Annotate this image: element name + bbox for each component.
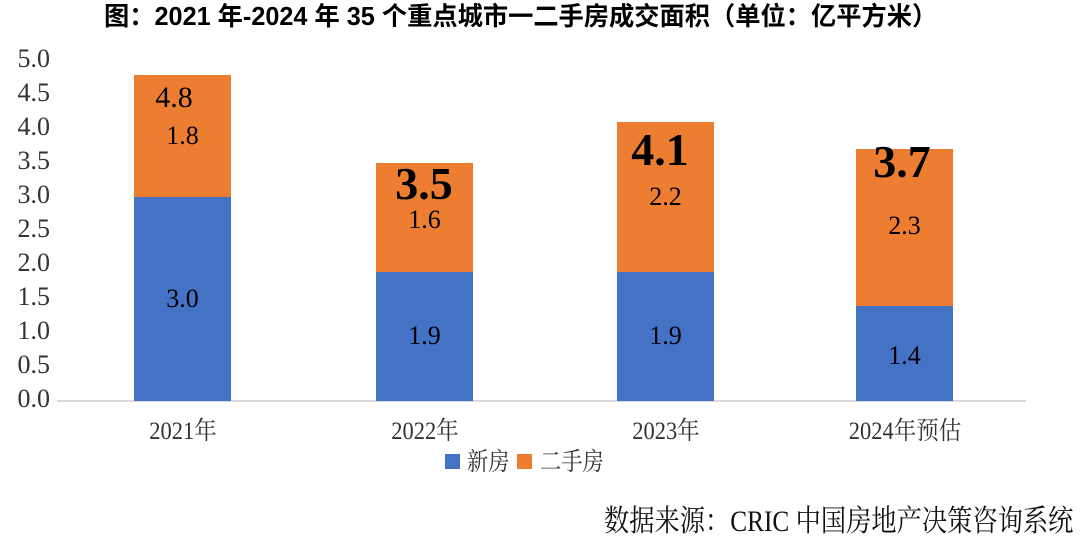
segment-value-label: 1.8 [166, 120, 199, 150]
segment-value-label: 1.6 [408, 205, 441, 235]
legend-swatch-icon [517, 454, 532, 469]
segment-value-label: 3.0 [166, 284, 199, 313]
x-category-label: 2023年 [631, 418, 700, 445]
y-tick-label: 2.0 [17, 248, 51, 277]
y-tick-label: 0.0 [17, 384, 51, 413]
total-value-label: 4.1 [631, 123, 689, 175]
x-category-label: 2024年预估 [848, 418, 961, 445]
y-tick-label: 2.5 [17, 214, 51, 243]
y-tick-label: 1.0 [17, 316, 51, 345]
legend-label: 新房 [467, 449, 510, 476]
y-tick-label: 4.5 [17, 78, 51, 107]
y-tick-label: 4.0 [17, 112, 51, 141]
y-tick-label: 3.0 [17, 180, 51, 209]
bar-segment-new-home [134, 197, 231, 401]
bar-segment-second-hand [134, 74, 231, 197]
legend-label: 二手房 [540, 449, 604, 476]
y-tick-label: 0.5 [17, 350, 51, 379]
bar-segment-new-home [376, 271, 473, 401]
x-axis-line [57, 400, 1026, 402]
segment-value-label: 2.2 [649, 182, 682, 211]
legend-swatch-icon [445, 454, 460, 469]
segment-value-label: 1.9 [649, 321, 682, 351]
source-note: 数据来源：CRIC 中国房地产决策咨询系统 [604, 505, 1074, 538]
bar-segment-second-hand [376, 163, 473, 272]
segment-value-label: 1.9 [408, 321, 441, 351]
chart-title: 图：2021 年-2024 年 35 个重点城市一二手房成交面积（单位：亿平方米… [104, 3, 938, 31]
bar-segment-second-hand [617, 122, 714, 272]
bar-segment-second-hand [856, 149, 953, 306]
total-value-label: 3.7 [873, 136, 931, 187]
segment-value-label: 2.3 [888, 211, 921, 241]
total-value-label: 3.5 [395, 157, 453, 209]
total-value-label: 4.8 [155, 81, 193, 114]
x-category-label: 2021年 [148, 418, 217, 445]
bar-segment-new-home [617, 271, 714, 401]
x-category-label: 2022年 [390, 418, 459, 445]
y-tick-label: 3.5 [17, 146, 51, 175]
segment-value-label: 1.4 [888, 340, 921, 370]
bar-segment-new-home [856, 305, 953, 401]
y-tick-label: 1.5 [17, 282, 51, 311]
y-tick-label: 5.0 [17, 44, 51, 73]
